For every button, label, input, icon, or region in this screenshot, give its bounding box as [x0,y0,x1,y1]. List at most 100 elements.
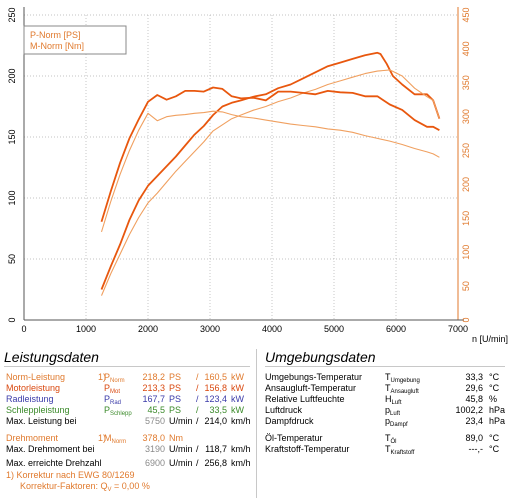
row-label: Max. Drehmoment bei [6,444,95,454]
correction-factors: Korrektur-Faktoren: QV = 0,00 % [20,481,150,493]
left-y-tick-label: 150 [7,129,17,144]
row-symbol: PSchlepp [104,405,132,417]
row-unit-1: U/min [169,458,193,468]
row-symbol: TKraftstoff [385,444,415,456]
power-torque-chart: 0 1000 2000 3000 4000 5000 6000 7000 0501001502… [7,7,508,344]
row-value: 29,6 [465,383,483,393]
row-value-1: 213,3 [142,383,165,393]
right-y-tick-label: 100 [461,245,471,260]
x-tick-label: 4000 [262,324,282,334]
row-label: Relative Luftfeuchte [265,394,345,404]
row-value: 33,3 [465,372,483,382]
series-3-line [100,110,440,233]
ambient-row: Luftdruck pLuft 1002,2 hPa [257,404,512,417]
left-y-tick-label: 250 [7,7,17,22]
x-tick-label: 3000 [200,324,220,334]
row-unit: °C [489,383,500,393]
row-unit: °C [489,433,500,443]
row-unit-2: km/h [231,416,251,426]
performance-row: Max. Leistung bei 5750 U/min/ 214,0 km/h [0,415,256,427]
row-unit-1: PS [169,372,182,382]
row-separator: / [196,405,199,415]
row-value-1: 378,0 [142,433,165,443]
m-norm-nm-line [100,86,440,222]
row-note: 1) [98,372,107,382]
row-separator: / [196,383,199,393]
row-symbol: pDampf [385,416,408,428]
row-value-2: 123,4 [204,394,227,404]
ambient-row: Ansaugluft-Temperatur TAnsaugluft 29,6 °C [257,382,512,395]
performance-row: Drehmoment 1) MNorm 378,0 Nm [0,432,256,445]
row-symbol: pLuft [385,405,401,417]
correction-note: 1) Korrektur nach EWG 80/1269 [6,470,135,480]
right-y-tick-label: 150 [461,211,471,226]
performance-row: Norm-Leistung 1) PNorm 218,2 PS / 160,5 kW [0,371,256,384]
chart-axes [23,7,464,321]
row-label: Motorleistung [6,383,61,393]
row-unit-2: km/h [231,458,251,468]
row-separator: / [196,458,199,468]
row-value: 1002,2 [455,405,483,415]
x-tick-label: 7000 [448,324,468,334]
row-value-2: 160,5 [204,372,227,382]
row-unit-2: kW [231,394,244,404]
row-value-2: 214,0 [204,416,227,426]
left-y-tick-label: 50 [7,254,17,264]
row-separator: / [196,444,199,454]
ambient-data-panel: Umgebungsdaten Umgebungs-Temperatur TUmge… [257,349,512,498]
row-separator: / [196,416,199,426]
row-unit: °C [489,444,500,454]
left-y-tick-labels: 0 50 100 150 200 250 [7,7,17,322]
row-label: Kraftstoff-Temperatur [265,444,350,454]
x-axis-label: n [U/min] [472,334,508,344]
right-y-tick-label: 50 [461,281,471,291]
row-unit-2: kW [231,372,244,382]
performance-row: Radleistung PRad 167,7 PS / 123,4 kW [0,393,256,406]
row-separator: / [196,394,199,404]
row-label: Öl-Temperatur [265,433,323,443]
row-value-2: 118,7 [205,444,227,454]
row-label: Ansaugluft-Temperatur [265,383,357,393]
row-separator: / [196,372,199,382]
performance-row: Max. erreichte Drehzahl 6900 U/min/ 256,8 km… [0,457,256,469]
ambient-data-title: Umgebungsdaten [265,349,505,367]
row-value-2: 33,5 [209,405,227,415]
right-y-tick-label: 400 [461,41,471,56]
x-tick-label: 6000 [386,324,406,334]
row-unit-2: km/h [231,444,251,454]
performance-row: Motorleistung PMot 213,3 PS / 156,8 kW [0,382,256,395]
row-label: Max. erreichte Drehzahl [6,458,102,468]
row-value: ---,- [468,444,484,454]
right-y-tick-label: 450 [461,7,471,22]
performance-row: Schleppleistung PSchlepp 45,5 PS / 33,5 kW [0,404,256,417]
row-unit: hPa [489,416,506,426]
right-y-tick-label: 0 [461,317,471,322]
row-unit-2: kW [231,405,244,415]
row-unit-1: Nm [169,433,183,443]
right-y-tick-label: 300 [461,109,471,124]
row-symbol: HLuft [385,394,402,406]
ambient-row: Kraftstoff-Temperatur TKraftstoff ---,- °C [257,443,512,456]
right-y-tick-label: 200 [461,177,471,192]
row-unit-1: PS [169,383,182,393]
row-symbol: MNorm [104,433,127,445]
series-1-line [100,69,440,296]
row-value-1: 6900 [144,458,165,468]
p-norm-ps-line [100,51,441,290]
ambient-row: Öl-Temperatur TÖl 89,0 °C [257,432,512,445]
row-value-1: 5750 [144,416,165,426]
left-y-tick-label: 100 [7,190,17,205]
row-value-1: 167,7 [142,394,165,404]
ambient-row: Dampfdruck pDampf 23,4 hPa [257,415,512,428]
row-value-2: 156,8 [204,383,227,393]
row-symbol: TUmgebung [385,372,420,384]
x-tick-label: 1000 [76,324,96,334]
legend-item-p-norm: P-Norm [PS] [30,30,81,40]
row-unit-1: U/min [169,444,193,454]
row-unit-1: PS [169,405,182,415]
row-unit: hPa [489,405,506,415]
row-unit-1: U/min [169,416,193,426]
row-value: 89,0 [465,433,483,443]
row-unit-1: PS [169,394,182,404]
row-label: Drehmoment [6,433,59,443]
